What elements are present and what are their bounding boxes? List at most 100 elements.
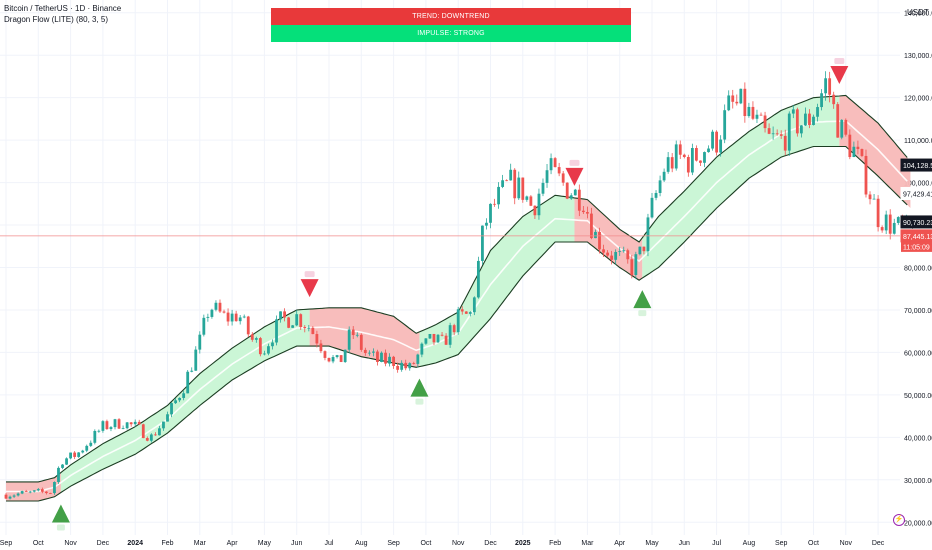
candle-down [339,355,343,363]
candle-up [101,421,105,431]
candle-down [832,94,836,105]
candle-up [472,297,476,313]
candle-up [20,491,24,494]
currency-label: USDT [907,8,929,17]
y-tick-label: 130,000.00 [904,53,932,60]
candle-down [876,198,880,228]
bear-band-fill [309,307,420,368]
candle-up [275,319,278,343]
candle-down [226,312,230,322]
x-tick-label: May [258,540,272,547]
candle-down [363,349,367,354]
candle-up [787,113,791,151]
candle-down [795,109,799,134]
candle-up [125,422,129,429]
sell-signal-marker [830,65,849,84]
candle-down [283,311,286,318]
x-tick-label: 2024 [127,540,143,547]
candle-up [791,109,795,114]
candle-up [719,139,723,153]
candle-up [884,214,888,231]
candle-down [392,356,395,366]
candle-up [573,189,577,196]
candle-up [892,222,896,234]
candle-down [464,311,468,314]
candle-up [198,334,202,350]
candle-up [69,452,72,459]
candle-up [654,192,658,198]
candle-up [335,355,339,358]
candle-down [359,334,363,350]
candle-up [489,203,492,223]
candle-up [618,251,622,253]
candle-down [412,363,416,364]
candle-up [812,116,815,125]
candle-up [279,311,282,320]
x-tick-label: Dec [872,540,885,547]
candle-up [28,491,32,493]
candle-up [182,393,186,398]
buy-signal-marker [410,378,429,397]
candle-down [234,313,238,322]
candle-down [602,249,605,253]
countdown-bg [901,241,932,252]
candle-up [420,343,424,355]
candle-up [372,351,375,353]
candle-down [763,115,767,129]
candle-down [735,101,739,104]
candle-up [408,363,412,369]
bear-band-fill [839,95,911,209]
candle-down [327,357,331,362]
candle-down [590,213,593,239]
candle-down [808,113,811,125]
candles [4,71,912,500]
candle-down [258,338,262,355]
candle-up [485,222,488,226]
lightning-icon[interactable]: ⚡ [893,514,905,526]
sell-signal-marker [300,279,319,298]
candle-up [53,481,56,494]
candle-up [723,110,727,140]
price-axis-label: 87,445.13 [903,234,932,241]
trend-banner: TREND: DOWNTREND [271,8,631,25]
candle-up [380,352,383,362]
candle-down [40,489,44,492]
candle-up [81,450,85,453]
candle-up [424,338,428,344]
candle-up [456,309,460,333]
candle-up [113,419,117,428]
y-tick-label: 20,000.00 [904,520,932,527]
candle-up [162,421,165,429]
x-tick-label: May [645,540,659,547]
candle-up [727,95,731,111]
candle-down [303,327,307,329]
band-lower-line [6,145,908,502]
candle-up [509,169,513,181]
price-axis-label: 97,429.41 [903,191,932,198]
x-tick-label: Sep [387,540,400,547]
candle-down [246,316,250,335]
candle-down [686,156,690,173]
buy-signal-marker [633,290,652,309]
candle-down [323,351,327,358]
x-tick-label: Jul [325,540,334,547]
countdown-label: 11:05:09 [903,244,930,251]
candle-down [404,362,408,369]
x-tick-label: Dec [97,540,110,547]
candle-down [299,314,303,328]
indicator-legend[interactable]: Dragon Flow (LITE) (80, 3, 5) [4,15,109,24]
candle-up [355,334,359,336]
sell-signal-marker [565,167,584,186]
candle-down [384,352,387,364]
candle-up [89,442,93,446]
candle-down [529,196,533,206]
candle-down [844,119,848,135]
y-tick-label: 70,000.00 [904,308,932,315]
candle-up [109,427,113,430]
candle-down [856,146,860,150]
candle-up [174,400,177,404]
candle-up [541,182,545,194]
candle-down [222,311,226,313]
candle-up [65,458,68,465]
